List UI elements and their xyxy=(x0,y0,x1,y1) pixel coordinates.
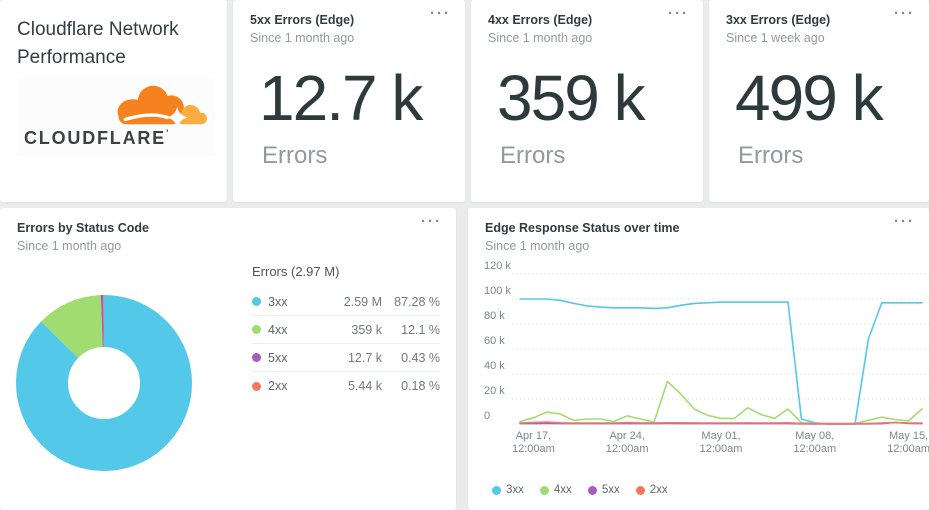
legend-dot-3xx xyxy=(492,485,501,495)
y-axis-label: 20 k xyxy=(484,385,505,397)
legend-row-5xx[interactable]: 5xx 12.7 k 0.43 % xyxy=(252,344,440,372)
legend-dot-4xx xyxy=(252,325,261,334)
card-subtitle: Since 1 month ago xyxy=(485,239,590,253)
legend-percent: 87.28 % xyxy=(394,294,440,309)
legend-label: 3xx xyxy=(268,294,288,309)
cloudflare-wordmark: CLOUDFLARE’ xyxy=(24,128,171,148)
cloudflare-cloud-icon xyxy=(117,85,207,129)
series-line-3xx[interactable] xyxy=(519,298,923,425)
card-menu-icon[interactable]: ··· xyxy=(668,5,689,22)
donut-slice-2xx[interactable] xyxy=(16,295,192,471)
x-axis-label: Apr 24, 12:00am xyxy=(605,430,649,455)
legend-item-2xx[interactable]: 2xx xyxy=(635,484,668,496)
y-axis-label: 40 k xyxy=(484,360,505,372)
legend-value: 2.59 M xyxy=(343,294,382,309)
y-axis-label: 120 k xyxy=(484,260,511,272)
x-axis-label: Apr 17, 12:00am xyxy=(511,430,555,455)
card-title: 4xx Errors (Edge) xyxy=(488,13,593,27)
legend-label: 5xx xyxy=(601,484,620,496)
card-title: Errors by Status Code xyxy=(17,221,149,235)
x-axis-label: May 15, 12:00am xyxy=(887,430,929,455)
legend-percent: 12.1 % xyxy=(401,322,440,337)
legend-label: 3xx xyxy=(506,484,524,496)
legend-dot-2xx xyxy=(635,485,645,495)
legend-dot-5xx xyxy=(587,485,597,495)
legend-dot-2xx xyxy=(252,381,261,391)
metric-card-5xx: 5xx Errors (Edge) Since 1 month ago ··· … xyxy=(233,0,465,202)
series-line-4xx[interactable] xyxy=(519,380,923,425)
metric-unit: Errors xyxy=(738,142,804,169)
donut-table-header: Errors (2.97 M) xyxy=(252,264,340,279)
y-axis-label: 100 k xyxy=(484,285,511,297)
line-chart-legend: 3xx 4xx 5xx 2xx xyxy=(492,484,668,496)
legend-percent: 0.43 % xyxy=(401,350,440,365)
card-menu-icon[interactable]: ··· xyxy=(421,213,442,230)
dashboard-title: Cloudflare Network Performance xyxy=(17,19,179,68)
metric-card-4xx: 4xx Errors (Edge) Since 1 month ago ··· … xyxy=(471,0,703,202)
y-axis-label: 80 k xyxy=(484,310,505,322)
card-subtitle: Since 1 month ago xyxy=(488,31,593,45)
legend-dot-3xx xyxy=(252,297,261,306)
donut-chart-card: Errors by Status Code Since 1 month ago … xyxy=(0,208,456,510)
legend-value: 12.7 k xyxy=(347,350,382,365)
legend-label: 4xx xyxy=(553,484,572,496)
legend-item-3xx[interactable]: 3xx xyxy=(492,484,524,496)
card-menu-icon[interactable]: ··· xyxy=(430,5,451,22)
metric-unit: Errors xyxy=(262,142,328,169)
legend-value: 5.44 k xyxy=(347,379,382,393)
donut-legend-table: Errors (2.97 M) 3xx 2.59 M 87.28 % 4xx 359 k… xyxy=(252,264,440,400)
legend-dot-5xx xyxy=(252,353,261,362)
legend-label: 2xx xyxy=(649,484,668,496)
legend-percent: 0.18 % xyxy=(401,379,440,393)
legend-row-3xx[interactable]: 3xx 2.59 M 87.28 % xyxy=(252,288,440,316)
y-axis-label: 60 k xyxy=(484,335,505,347)
legend-label: 5xx xyxy=(268,350,288,365)
edge-response-line-chart xyxy=(512,273,929,425)
card-menu-icon[interactable]: ··· xyxy=(894,5,915,22)
legend-item-5xx[interactable]: 5xx xyxy=(587,484,620,496)
legend-item-4xx[interactable]: 4xx xyxy=(539,484,572,496)
metric-unit: Errors xyxy=(500,142,566,169)
line-chart-card: Edge Response Status over time Since 1 m… xyxy=(468,208,929,510)
legend-label: 2xx xyxy=(268,379,288,393)
card-title: 5xx Errors (Edge) xyxy=(250,13,355,27)
legend-row-2xx[interactable]: 2xx 5.44 k 0.18 % xyxy=(252,372,440,400)
legend-value: 359 k xyxy=(351,322,382,337)
metric-value: 12.7 k xyxy=(259,62,423,134)
cloudflare-logo: CLOUDFLARE’ xyxy=(17,77,215,156)
dashboard-title-card: Cloudflare Network Performance CLOUDFLAR… xyxy=(0,0,227,202)
y-axis-label: 0 xyxy=(484,410,491,422)
card-menu-icon[interactable]: ··· xyxy=(894,213,915,230)
metric-value: 359 k xyxy=(497,62,646,134)
series-line-2xx[interactable] xyxy=(519,421,923,425)
card-subtitle: Since 1 month ago xyxy=(250,31,355,45)
legend-row-4xx[interactable]: 4xx 359 k 12.1 % xyxy=(252,316,440,344)
card-subtitle: Since 1 week ago xyxy=(726,31,825,45)
card-title: 3xx Errors (Edge) xyxy=(726,13,831,27)
x-axis-label: May 01, 12:00am xyxy=(699,430,743,455)
metric-value: 499 k xyxy=(735,62,884,134)
legend-dot-4xx xyxy=(539,485,549,495)
x-axis-label: May 08, 12:00am xyxy=(793,430,837,455)
metric-card-3xx: 3xx Errors (Edge) Since 1 week ago ··· 4… xyxy=(709,0,929,202)
legend-label: 4xx xyxy=(268,322,288,337)
card-subtitle: Since 1 month ago xyxy=(17,239,122,253)
card-title: Edge Response Status over time xyxy=(485,221,680,235)
errors-donut-chart xyxy=(16,295,192,471)
